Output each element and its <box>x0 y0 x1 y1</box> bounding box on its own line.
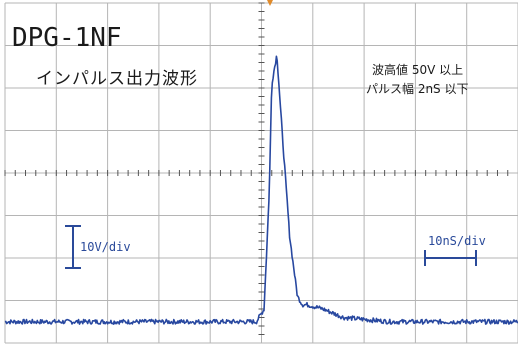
vertical-scale-marker <box>65 225 81 269</box>
annotation-pulse-width: パルス幅 2nS 以下 <box>366 81 469 96</box>
trigger-marker <box>267 0 273 6</box>
chart-title: DPG-1NF <box>12 23 122 53</box>
chart-subtitle: インパルス出力波形 <box>36 69 198 89</box>
trace-layer <box>4 55 518 325</box>
horizontal-scale-label: 10nS/div <box>428 234 486 248</box>
impulse-waveform-trace <box>4 55 518 325</box>
center-axis-ticks <box>4 2 509 335</box>
horizontal-scale-marker <box>424 250 477 266</box>
vertical-scale-label: 10V/div <box>80 240 131 254</box>
annotation-peak-voltage: 波高値 50V 以上 <box>372 62 463 77</box>
